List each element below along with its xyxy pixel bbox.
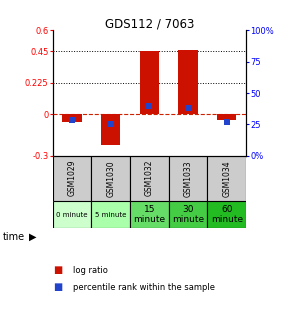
Text: 0 minute: 0 minute <box>56 212 88 217</box>
Text: ■: ■ <box>53 282 62 292</box>
Bar <box>169 156 207 201</box>
Bar <box>207 156 246 201</box>
Bar <box>169 201 207 228</box>
Title: GDS112 / 7063: GDS112 / 7063 <box>105 17 194 30</box>
Bar <box>91 156 130 201</box>
Bar <box>217 114 236 120</box>
Text: GSM1034: GSM1034 <box>222 160 231 197</box>
Text: ▶: ▶ <box>29 232 37 242</box>
Text: log ratio: log ratio <box>73 266 108 275</box>
Bar <box>130 201 169 228</box>
Bar <box>91 201 130 228</box>
Text: 30
minute: 30 minute <box>172 205 204 224</box>
Bar <box>53 201 91 228</box>
Text: 15
minute: 15 minute <box>133 205 166 224</box>
Text: GSM1029: GSM1029 <box>68 160 76 197</box>
Text: time: time <box>3 232 25 242</box>
Bar <box>140 51 159 114</box>
Text: GSM1033: GSM1033 <box>184 160 193 197</box>
Text: 5 minute: 5 minute <box>95 212 127 217</box>
Bar <box>53 156 91 201</box>
Text: 60
minute: 60 minute <box>211 205 243 224</box>
Text: ■: ■ <box>53 265 62 276</box>
Bar <box>62 114 82 122</box>
Bar <box>207 201 246 228</box>
Text: GSM1032: GSM1032 <box>145 160 154 197</box>
Text: percentile rank within the sample: percentile rank within the sample <box>73 283 215 292</box>
Bar <box>178 49 198 114</box>
Bar <box>130 156 169 201</box>
Bar <box>101 114 120 145</box>
Text: GSM1030: GSM1030 <box>106 160 115 197</box>
